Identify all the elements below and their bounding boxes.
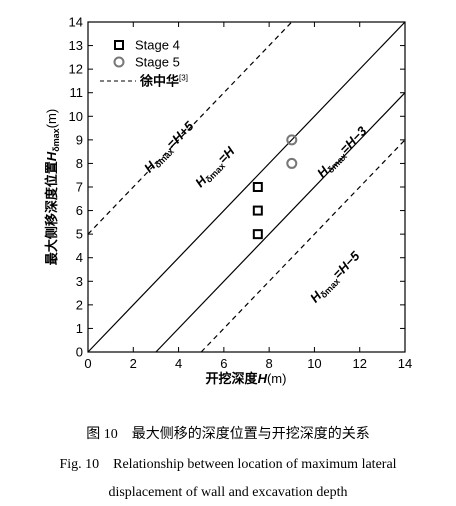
legend-label: Stage 4 [135, 38, 180, 53]
x-axis-label: 开挖深度H(m) [206, 371, 287, 386]
legend-label: 徐中华[3] [139, 74, 188, 89]
x-tick-label: 6 [220, 356, 227, 371]
point [252, 229, 263, 240]
y-tick-label: 6 [76, 203, 83, 218]
y-tick-label: 1 [76, 321, 83, 336]
y-tick-label: 12 [69, 62, 83, 77]
legend-marker [114, 40, 124, 50]
point [252, 205, 263, 216]
x-tick-label: 14 [398, 356, 412, 371]
line-label-part: =H−5 [330, 248, 363, 282]
line-label: Hδmax=H [192, 143, 239, 191]
y-axis-label: 最大侧移深度位置Hδmax(m) [44, 109, 61, 265]
y-tick-label: 10 [69, 109, 83, 124]
point [286, 134, 298, 146]
legend-label-part: 徐中华 [139, 74, 179, 89]
x-tick-label: 10 [307, 356, 321, 371]
y-tick-label: 4 [76, 250, 83, 265]
legend-label: Stage 5 [135, 55, 180, 70]
y-tick-label: 5 [76, 227, 83, 242]
x-tick-label: 4 [175, 356, 182, 371]
y-tick-label: 2 [76, 297, 83, 312]
y-tick-label: 8 [76, 156, 83, 171]
y-tick-label: 9 [76, 132, 83, 147]
x-tick-label: 8 [266, 356, 273, 371]
line-label: Hδmax=H−5 [307, 248, 365, 307]
y-tick-label: 0 [76, 345, 83, 360]
line-label-part: =H−3 [337, 123, 370, 157]
point [286, 157, 298, 169]
y-tick-label: 14 [69, 15, 83, 30]
y-tick-label: 11 [70, 85, 84, 100]
caption-en: displacement of wall and excavation dept… [108, 485, 347, 500]
caption-en: Fig. 10 Relationship between location of… [59, 457, 396, 472]
reference-line [155, 92, 406, 353]
line-label: Hδmax=H−3 [314, 123, 372, 182]
reference-line [200, 139, 406, 353]
y-tick-label: 3 [76, 274, 83, 289]
line-label-part: =H+5 [164, 118, 197, 152]
caption-cn: 图 10 最大侧移的深度位置与开挖深度的关系 [86, 426, 370, 442]
line-label: Hδmax=H+5 [141, 118, 199, 177]
legend-label-part: [3] [179, 74, 188, 83]
legend-marker [113, 56, 125, 68]
x-tick-label: 12 [352, 356, 366, 371]
x-tick-label: 0 [84, 356, 91, 371]
y-tick-label: 7 [76, 180, 83, 195]
x-tick-label: 2 [130, 356, 137, 371]
reference-line [87, 21, 293, 235]
point [252, 182, 263, 192]
reference-line [87, 21, 406, 353]
y-tick-label: 13 [69, 38, 83, 53]
